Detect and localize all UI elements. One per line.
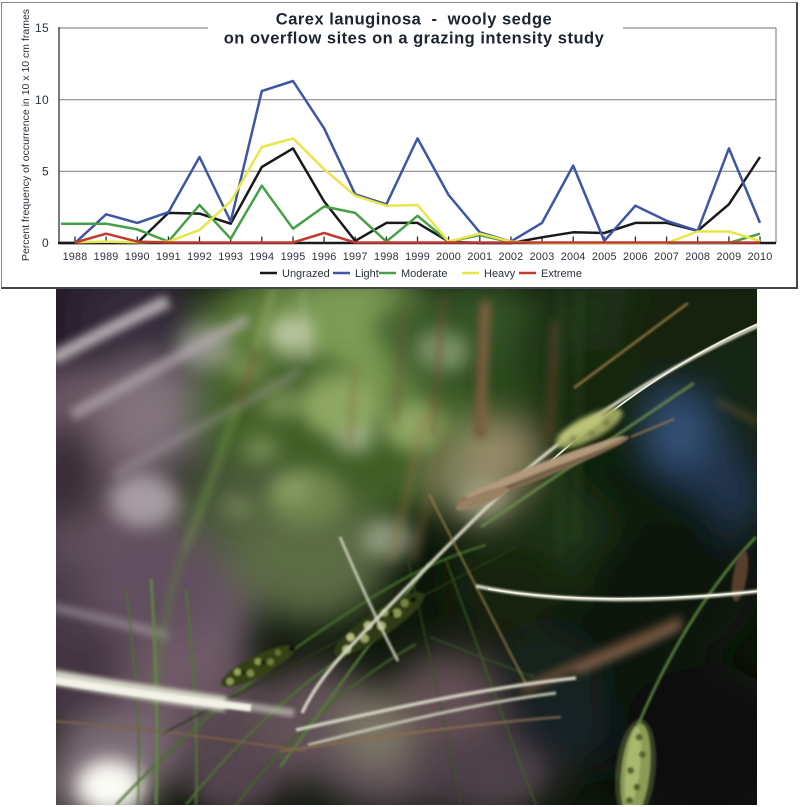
svg-text:1993: 1993: [218, 251, 243, 263]
svg-text:2005: 2005: [592, 251, 617, 263]
svg-text:2008: 2008: [685, 251, 710, 263]
svg-text:2007: 2007: [654, 251, 679, 263]
svg-text:2010: 2010: [748, 251, 773, 263]
svg-text:2004: 2004: [561, 251, 586, 263]
svg-text:1995: 1995: [281, 251, 306, 263]
svg-text:Carex lanuginosa - wooly sed: Carex lanuginosa - wooly sedge: [276, 11, 552, 29]
svg-text:0: 0: [42, 236, 49, 250]
svg-text:2002: 2002: [498, 251, 523, 263]
svg-text:Ungrazed: Ungrazed: [282, 268, 330, 280]
svg-text:2009: 2009: [716, 251, 741, 263]
svg-text:1996: 1996: [312, 251, 337, 263]
svg-text:1988: 1988: [63, 251, 88, 263]
svg-text:1992: 1992: [187, 251, 212, 263]
svg-text:1999: 1999: [405, 251, 430, 263]
svg-text:2001: 2001: [467, 251, 492, 263]
svg-text:15: 15: [35, 21, 49, 35]
svg-text:5: 5: [42, 165, 49, 179]
svg-text:Light: Light: [355, 268, 379, 280]
svg-text:Moderate: Moderate: [401, 268, 447, 280]
svg-text:Percent frequency of occurrenc: Percent frequency of occurrence in 10 x …: [20, 9, 32, 261]
svg-text:1990: 1990: [125, 251, 150, 263]
svg-text:Heavy: Heavy: [484, 268, 516, 280]
svg-text:1994: 1994: [249, 251, 274, 263]
svg-text:2000: 2000: [436, 251, 461, 263]
svg-text:10: 10: [35, 93, 49, 107]
svg-text:1997: 1997: [343, 251, 368, 263]
svg-text:2006: 2006: [623, 251, 648, 263]
svg-text:2003: 2003: [530, 251, 555, 263]
svg-text:on overflow sites on a grazing: on overflow sites on a grazing intensity…: [224, 30, 605, 48]
svg-text:1991: 1991: [156, 251, 181, 263]
svg-text:1989: 1989: [94, 251, 119, 263]
svg-text:Extreme: Extreme: [541, 268, 582, 280]
svg-text:1998: 1998: [374, 251, 399, 263]
